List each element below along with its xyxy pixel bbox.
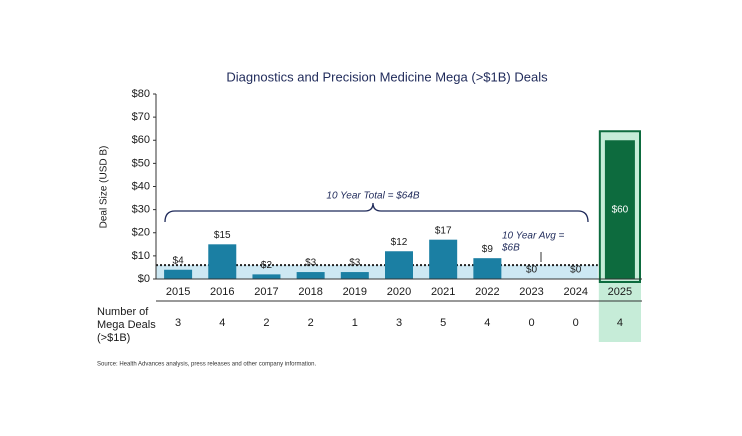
x-tick-label: 2025 [608,286,632,298]
value-label: $0 [570,265,582,276]
deal-count: 5 [440,317,446,329]
x-tick-label: 2016 [210,286,234,298]
y-tick-label: $40 [132,180,150,192]
value-label: $0 [526,265,538,276]
bar [604,140,635,279]
value-label: $3 [349,258,361,269]
x-tick-label: 2018 [298,286,322,298]
bar [429,239,458,279]
y-tick-label: $60 [132,134,150,146]
deal-count: 3 [396,317,402,329]
deal-count: 2 [308,317,314,329]
deal-count: 4 [219,317,225,329]
value-label: $4 [173,255,185,266]
y-tick-label: $20 [132,227,150,239]
value-label: $60 [612,204,629,215]
value-label: $2 [261,260,273,271]
deal-count: 3 [175,317,181,329]
bar [473,258,502,279]
bar [340,272,369,279]
x-tick-label: 2022 [475,286,499,298]
value-label: $15 [214,230,231,241]
deal-count: 0 [573,317,579,329]
deal-count: 4 [484,317,490,329]
table-label: (>$1B) [97,332,130,344]
value-label: $17 [435,225,452,236]
y-tick-label: $70 [132,111,150,123]
bar [208,244,237,279]
bar [296,272,325,279]
table-label: Number of [97,306,149,318]
y-tick-label: $80 [132,88,150,100]
brace [164,202,589,223]
y-tick-label: $0 [138,273,150,285]
deal-count: 2 [263,317,269,329]
x-tick-label: 2023 [519,286,543,298]
value-label: $9 [482,244,494,255]
y-tick-label: $50 [132,157,150,169]
x-tick-label: 2024 [563,286,587,298]
deal-count: 4 [617,317,623,329]
value-label: $3 [305,258,317,269]
table-label: Mega Deals [97,319,156,331]
source: Source: Health Advances analysis, press … [97,362,316,368]
x-tick-label: 2015 [166,286,190,298]
y-tick-label: $30 [132,204,150,216]
highlight-column [598,283,641,342]
total-annotation: 10 Year Total = $64B [326,191,419,202]
chart-title: Diagnostics and Precision Medicine Mega … [226,69,548,84]
deal-count: 0 [528,317,534,329]
bar [385,251,413,279]
x-tick-label: 2017 [254,286,278,298]
y-axis-title: Deal Size (USD B) [99,146,110,229]
avg-annotation: $6B [501,243,520,254]
x-tick-label: 2020 [387,286,411,298]
value-label: $12 [391,237,408,248]
x-tick-label: 2019 [343,286,367,298]
deal-count: 1 [352,317,358,329]
y-tick-label: $10 [132,250,150,262]
bar [164,269,193,279]
x-tick-label: 2021 [431,286,455,298]
avg-annotation: 10 Year Avg = [502,231,565,242]
bar [252,274,281,279]
